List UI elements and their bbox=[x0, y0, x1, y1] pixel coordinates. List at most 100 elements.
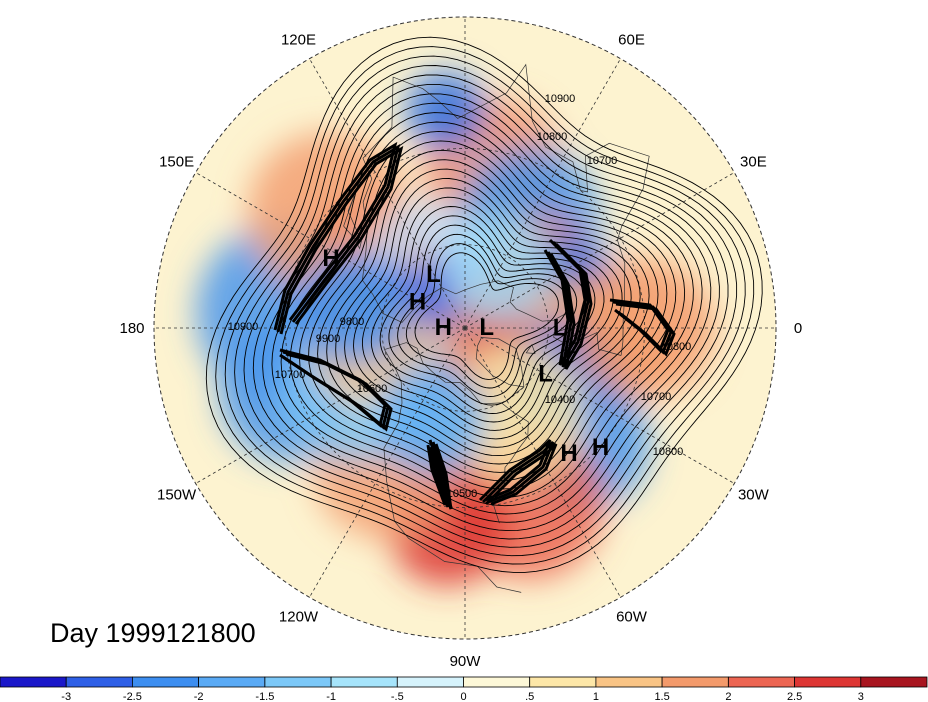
contour-label: 10700 bbox=[587, 155, 618, 167]
height-contour bbox=[388, 224, 587, 406]
longitude-label: 150W bbox=[157, 487, 197, 504]
colorbar-tick-label: 0 bbox=[460, 691, 466, 702]
colorbar-box bbox=[860, 676, 928, 688]
colorbar-box bbox=[661, 676, 729, 688]
longitude-label: 150E bbox=[159, 154, 194, 171]
height-contour bbox=[397, 233, 578, 397]
colorbar-box bbox=[330, 676, 398, 688]
meridian-line bbox=[309, 58, 466, 329]
colorbar-tick-label: -1 bbox=[326, 691, 336, 702]
height-contour bbox=[335, 168, 641, 457]
low-pressure-marker: L bbox=[479, 314, 494, 341]
meridian-line bbox=[464, 327, 621, 598]
colorbar-tick-label: 1.5 bbox=[654, 691, 669, 702]
height-contour bbox=[271, 102, 703, 515]
high-pressure-marker: H bbox=[435, 314, 452, 341]
height-contour bbox=[252, 83, 720, 532]
colorbar-box bbox=[463, 676, 531, 688]
height-contour bbox=[262, 93, 712, 523]
height-contour bbox=[243, 74, 729, 540]
height-contour bbox=[405, 243, 569, 389]
low-pressure-marker: L bbox=[553, 314, 568, 341]
colorbar-box bbox=[728, 676, 796, 688]
meridian-line bbox=[464, 327, 735, 484]
day-title: Day 1999121800 bbox=[50, 618, 256, 648]
longitude-label: 30W bbox=[738, 487, 770, 504]
colorbar-box bbox=[65, 676, 133, 688]
colorbar-box bbox=[0, 676, 67, 688]
contour-label: 10800 bbox=[537, 131, 568, 143]
colorbar-box bbox=[264, 676, 332, 688]
colorbar-tick-label: 3 bbox=[858, 691, 864, 702]
jet-core-line bbox=[484, 442, 558, 506]
colorbar-tick-label: -2.5 bbox=[123, 691, 142, 702]
contour-label: 10500 bbox=[447, 488, 478, 500]
low-pressure-marker: L bbox=[538, 361, 553, 388]
anomaly-patch bbox=[376, 365, 487, 476]
low-pressure-marker: L bbox=[426, 261, 441, 288]
jet-core-line bbox=[481, 440, 555, 504]
colorbar-box bbox=[794, 676, 862, 688]
anomaly-patch bbox=[406, 71, 486, 152]
contour-label: 9900 bbox=[316, 333, 340, 345]
jet-core-line bbox=[432, 443, 453, 510]
longitude-label: 0 bbox=[794, 320, 802, 337]
jet-core-line bbox=[276, 143, 401, 333]
height-contour bbox=[379, 215, 596, 414]
height-contour bbox=[414, 252, 559, 380]
latitude-line bbox=[284, 147, 646, 509]
longitude-label: 120W bbox=[279, 608, 319, 625]
height-contour bbox=[370, 206, 605, 423]
meridian-line bbox=[309, 327, 466, 598]
colorbar-box bbox=[396, 676, 464, 688]
height-contour bbox=[224, 55, 746, 557]
colorbar-boxes bbox=[0, 676, 928, 688]
colorbar-tick-label: -1.5 bbox=[255, 691, 274, 702]
height-contour bbox=[234, 65, 738, 548]
longitude-label: 90E bbox=[452, 0, 479, 4]
jet-stream-cores bbox=[273, 141, 676, 510]
longitude-label: 120E bbox=[281, 32, 316, 49]
longitude-label: 60W bbox=[616, 608, 648, 625]
contour-label: 10600 bbox=[357, 383, 388, 395]
colorbar-tick-label: 2.5 bbox=[787, 691, 802, 702]
height-contour bbox=[205, 36, 763, 573]
high-pressure-marker: H bbox=[592, 434, 609, 461]
high-pressure-marker: H bbox=[560, 440, 577, 467]
longitude-label: 90W bbox=[450, 653, 482, 670]
colorbar-tick-label: -.5 bbox=[391, 691, 404, 702]
longitude-labels: 90E 60E 30E 0 30W 60W 90W 120W 150W 180 150E 120E bbox=[119, 0, 802, 670]
high-pressure-marker: H bbox=[322, 245, 339, 272]
colorbar-tick-label: 1 bbox=[593, 691, 599, 702]
jet-core-line bbox=[478, 438, 552, 502]
jet-core-line bbox=[273, 141, 398, 331]
colorbar: -3 -2.5 -2 -1.5 -1 -.5 0 .5 1 1.5 2 2.5 3 bbox=[0, 676, 928, 702]
colorbar-ticks: -3 -2.5 -2 -1.5 -1 -.5 0 .5 1 1.5 2 2.5 3 bbox=[61, 691, 864, 702]
contour-label: 10900 bbox=[545, 93, 576, 105]
meridian-line bbox=[464, 172, 735, 329]
longitude-label: 30E bbox=[740, 154, 767, 171]
height-contour bbox=[361, 196, 614, 431]
height-contour bbox=[299, 130, 677, 490]
contour-label: 10900 bbox=[228, 321, 259, 333]
map-boundary bbox=[153, 16, 777, 640]
jet-core-line bbox=[279, 145, 404, 335]
contour-label: 10800 bbox=[661, 341, 692, 353]
meridian-line bbox=[464, 58, 621, 329]
colorbar-box bbox=[595, 676, 663, 688]
colorbar-box bbox=[131, 676, 199, 688]
colorbar-tick-label: 2 bbox=[725, 691, 731, 702]
jet-core-line bbox=[546, 240, 590, 368]
colorbar-tick-label: -2 bbox=[194, 691, 204, 702]
coastline bbox=[525, 343, 536, 354]
colorbar-box bbox=[198, 676, 266, 688]
contour-label: 10800 bbox=[653, 446, 684, 458]
height-contour bbox=[308, 140, 668, 482]
colorbar-tick-label: .5 bbox=[525, 691, 534, 702]
meridian-line bbox=[195, 172, 466, 329]
height-contour bbox=[326, 159, 650, 465]
jet-core-line bbox=[615, 302, 676, 357]
